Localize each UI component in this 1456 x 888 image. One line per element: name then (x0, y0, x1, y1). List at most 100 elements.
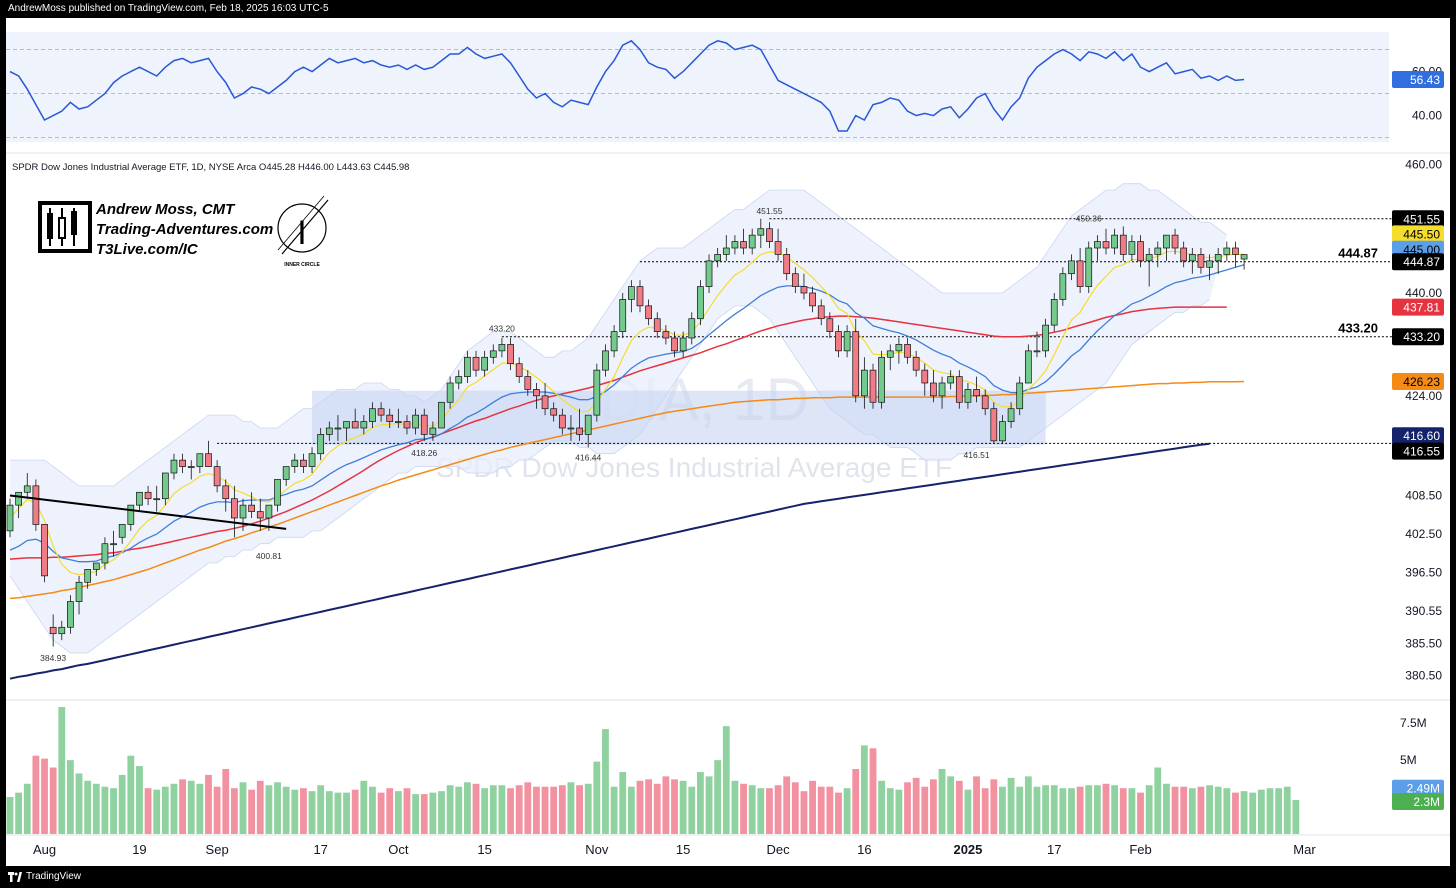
volume-bar (610, 786, 618, 834)
volume-bar (282, 786, 290, 834)
volume-bar (817, 786, 825, 834)
volume-bar (653, 783, 661, 834)
volume-bar (300, 788, 307, 834)
volume-bar (1128, 788, 1136, 834)
ema21-line (9, 264, 1245, 563)
volume-bar (1188, 788, 1196, 834)
volume-bar (1059, 788, 1067, 834)
volume-bar (23, 783, 31, 834)
candle (1137, 235, 1144, 268)
candle (705, 254, 713, 293)
volume-bar (1007, 777, 1015, 834)
candle (498, 338, 506, 358)
volume-bar (774, 785, 782, 834)
volume-bar (196, 783, 204, 834)
candle (248, 492, 255, 518)
candle (282, 466, 290, 486)
price-tick-label: 460.00 (1405, 157, 1442, 171)
trendline-line[interactable] (9, 494, 287, 530)
candle (869, 363, 877, 409)
volume-bar (791, 782, 799, 834)
branding: Andrew Moss, CMT Trading-Adventures.com … (38, 195, 329, 268)
volume-bar (308, 791, 316, 834)
svg-text:416.60: 416.60 (1403, 429, 1440, 443)
rsi-tick-label: 40.00 (1412, 109, 1442, 123)
symbol-line: SPDR Dow Jones Industrial Average ETF, 1… (12, 162, 409, 173)
volume-tick-label: 7.5M (1400, 716, 1427, 730)
candle (679, 331, 687, 358)
volume-bar (558, 785, 566, 834)
time-axis-label: 17 (1047, 842, 1061, 857)
sma200-line (9, 442, 1210, 680)
volume-bar (360, 780, 368, 834)
sma50-line (9, 306, 1227, 560)
candle (904, 338, 911, 364)
price-tags: 451.55445.50445.00444.87437.81433.20426.… (1392, 210, 1444, 460)
volume-tag: 2.49M (1392, 779, 1444, 797)
candle (1033, 331, 1041, 358)
price-annotation: 384.93 (40, 653, 66, 663)
tradingview-logo-icon (8, 871, 22, 882)
volume-bar (187, 780, 195, 834)
level-labels: 444.87 433.20 (1338, 246, 1378, 336)
candle (955, 370, 963, 409)
time-axis[interactable]: Aug 19 Sep 17 Oct 15 Nov 15 Dec 16 2025 17 Feb Mar (33, 842, 1316, 857)
volume-bar (334, 792, 342, 834)
time-axis-label: Dec (767, 842, 791, 857)
volume-bar (688, 786, 696, 834)
candle (472, 350, 480, 377)
candle (653, 312, 661, 338)
candle (938, 376, 946, 409)
volume-bar (748, 785, 756, 834)
candle (791, 267, 799, 293)
price-tag: 437.81 (1392, 298, 1444, 316)
candle (170, 453, 178, 480)
volume-bar (938, 769, 946, 834)
price-tick-label: 385.50 (1405, 636, 1442, 650)
candle (843, 325, 851, 358)
candle (325, 421, 333, 441)
candle (1016, 376, 1024, 416)
volume-bar (161, 786, 169, 834)
candle (75, 575, 83, 615)
candle (317, 428, 325, 461)
candle (239, 498, 247, 531)
trendline[interactable] (9, 494, 287, 530)
candle (1024, 344, 1032, 384)
volume-bar (67, 760, 74, 834)
candle (688, 312, 696, 345)
price-axis: 460.00 440.00 424.00 408.50 402.50 396.50 390.… (1405, 157, 1442, 682)
candle (1223, 241, 1231, 261)
volume-bar (800, 791, 808, 834)
price-tick-label: 440.00 (1405, 286, 1442, 300)
candle (766, 222, 773, 248)
candle (386, 408, 394, 428)
volume-bar (6, 797, 14, 834)
candles (6, 218, 1248, 647)
candle (455, 370, 463, 390)
svg-text:444.87: 444.87 (1403, 255, 1440, 269)
svg-text:2.3M: 2.3M (1413, 795, 1440, 809)
volume-bar (533, 786, 540, 834)
volume-bar (1145, 785, 1153, 834)
candle (6, 498, 14, 538)
volume-tag: 2.3M (1392, 793, 1444, 810)
volume-bar (455, 786, 463, 834)
volume-bar (1266, 788, 1274, 834)
volume-bar (1214, 786, 1222, 834)
footer-bar: TradingView (0, 866, 1456, 888)
volume-bar (999, 786, 1006, 834)
price-tag: 416.55 (1392, 442, 1444, 460)
candle (1188, 248, 1196, 274)
volume-bar (377, 792, 385, 834)
candle (429, 421, 437, 441)
rsi-last-text: 56.43 (1410, 73, 1440, 87)
price-tag: 416.60 (1392, 427, 1444, 445)
candle (1163, 234, 1170, 261)
volume-bar (1163, 783, 1170, 834)
tradingview-brand[interactable]: TradingView (8, 871, 81, 882)
volume-bar (904, 782, 911, 834)
